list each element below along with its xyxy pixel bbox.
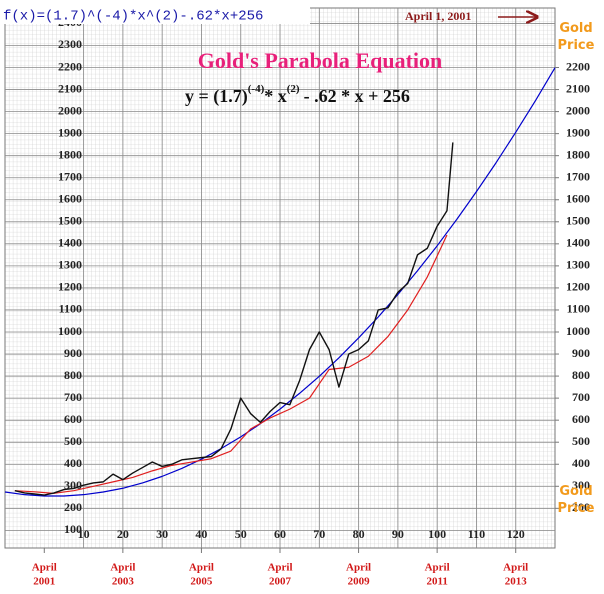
date-year: 2005 [190,576,213,588]
y2-tick-label: 2100 [566,81,590,95]
y-tick-label: 1300 [58,258,82,272]
x-tick-label: 40 [195,527,207,541]
date-year: 2011 [426,576,447,588]
series-line [14,234,448,494]
y-tick-label: 1700 [58,169,82,183]
date-year: 2013 [505,576,528,588]
y-tick-label: 500 [64,434,82,448]
y-tick-label: 1200 [58,280,82,294]
grid [5,8,555,548]
y2-tick-label: 1600 [566,192,590,206]
x-tick-label: 20 [117,527,129,541]
date-month: April [425,562,450,574]
y-tick-label: 900 [64,346,82,360]
marker-label: April 1, 2001 [405,9,471,23]
date-month: April [189,562,214,574]
date-month: April [32,562,57,574]
x-tick-label: 120 [507,527,525,541]
x-tick-label: 110 [468,527,485,541]
y-tick-label: 2000 [58,103,82,117]
date-month: April [110,562,135,574]
series-line [4,67,556,497]
formula-bg [0,6,310,24]
date-month: April [346,562,371,574]
y2-tick-label: 1700 [566,169,590,183]
x-tick-label: 30 [156,527,168,541]
y2-tick-label: 300 [572,478,590,492]
y-tick-label: 600 [64,412,82,426]
y-tick-label: 1500 [58,214,82,228]
y2-tick-label: 400 [572,456,590,470]
y-tick-label: 1100 [59,302,82,316]
y2-tick-label: 1000 [566,324,590,338]
y2-tick-label: 2200 [566,59,590,73]
eq-part: y = (1.7) [185,86,248,107]
date-year: 2007 [269,576,292,588]
y-tick-label: 800 [64,368,82,382]
eq-sup: (2) [287,83,300,95]
y-tick-label: 400 [64,456,82,470]
y-tick-label: 2300 [58,37,82,51]
axis-label-line: Price [558,38,595,53]
y-tick-label: 2200 [58,59,82,73]
y2-tick-label: 1900 [566,125,590,139]
x-tick-label: 70 [313,527,325,541]
y2-tick-label: 1400 [566,236,590,250]
date-year: 2003 [112,576,135,588]
formula: f(x)=(1.7)^(-4)*x^(2)-.62*x+256 [3,9,263,25]
chart-title: Gold's Parabola Equation [198,48,443,73]
y-tick-label: 300 [64,478,82,492]
series-line [14,142,454,496]
date-year: 2001 [33,576,55,588]
y2-tick-label: 1800 [566,147,590,161]
y2-tick-label: 1500 [566,214,590,228]
axis-label: Gold Price [558,484,595,516]
x-tick-label: 90 [392,527,404,541]
x-tick-label: 60 [274,527,286,541]
x-tick-label: 100 [428,527,446,541]
y-tick-label: 1900 [58,125,82,139]
y2-tick-label: 800 [572,368,590,382]
y-tick-label: 1600 [58,192,82,206]
axis-label-line: Price [558,501,595,516]
y-tick-label: 2100 [58,81,82,95]
y-tick-label: 1000 [58,324,82,338]
eq-sup: (-4) [248,83,265,95]
date-year: 2009 [348,576,371,588]
y2-tick-label: 900 [572,346,590,360]
axis-label-line: Gold [559,484,592,499]
axis-label-line: Gold [559,21,592,36]
date-month: April [503,562,528,574]
x-tick-label: 50 [235,527,247,541]
x-tick-label: 80 [353,527,365,541]
eq-part: * x [264,86,287,106]
y-tick-label: 1400 [58,236,82,250]
y2-tick-label: 2000 [566,103,590,117]
x-tick-label: 10 [78,527,90,541]
labels: 100 200 300 400 500 600 700 800 900 1000 1100 1200 1… [32,15,590,587]
y-tick-label: 1800 [58,147,82,161]
axis-label: Gold Price [558,21,595,53]
lines [4,67,556,497]
y-tick-label: 700 [64,390,82,404]
y2-tick-label: 1300 [566,258,590,272]
y-tick-label: 100 [64,522,82,536]
y-tick-label: 200 [64,500,82,514]
equation: y = (1.7)(-4)* x(2) - .62 * x + 256 [185,83,410,108]
date-month: April [267,562,292,574]
y2-tick-label: 1200 [566,280,590,294]
eq-part: - .62 * x + 256 [304,86,410,106]
y2-tick-label: 1100 [567,302,590,316]
y2-tick-label: 200 [572,500,590,514]
y2-tick-label: 600 [572,412,590,426]
y2-tick-label: 500 [572,434,590,448]
y2-tick-label: 700 [572,390,590,404]
